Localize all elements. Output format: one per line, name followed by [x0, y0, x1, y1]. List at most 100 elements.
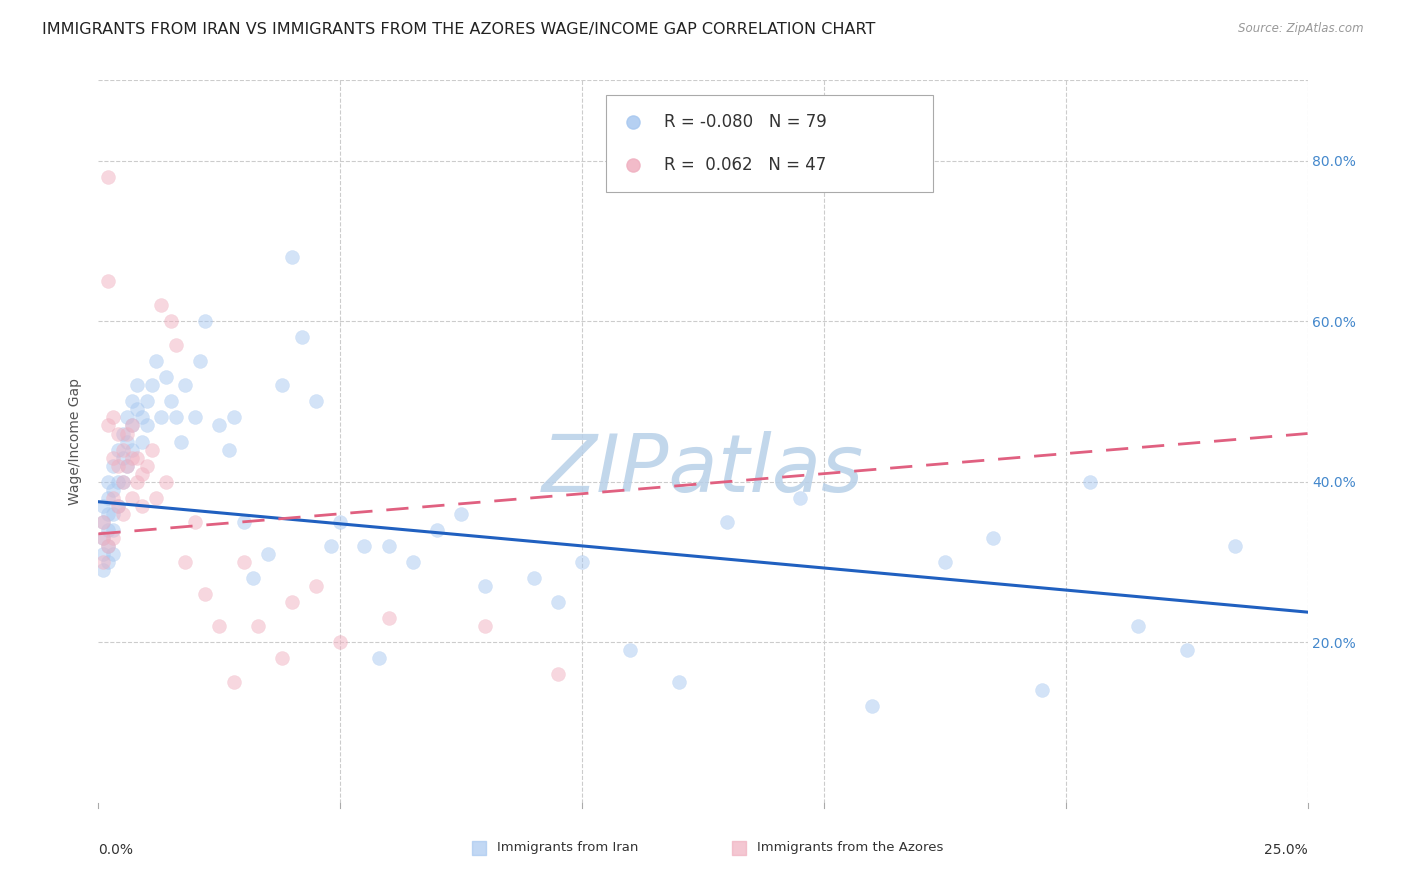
- Point: [111, 475, 134, 489]
- Text: IMMIGRANTS FROM IRAN VS IMMIGRANTS FROM THE AZORES WAGE/INCOME GAP CORRELATION C: IMMIGRANTS FROM IRAN VS IMMIGRANTS FROM …: [42, 22, 876, 37]
- Point: [135, 394, 157, 409]
- Point: [91, 555, 114, 569]
- Point: [107, 426, 129, 441]
- Point: [107, 499, 129, 513]
- Point: [107, 442, 129, 457]
- Point: [232, 555, 254, 569]
- Point: [97, 539, 120, 553]
- Point: [145, 354, 167, 368]
- Point: [111, 507, 134, 521]
- Point: [934, 555, 956, 569]
- Point: [127, 475, 149, 489]
- Point: [121, 450, 143, 465]
- Point: [305, 394, 328, 409]
- Point: [107, 458, 129, 473]
- Point: [91, 547, 114, 561]
- Point: [111, 475, 134, 489]
- Point: [165, 338, 187, 352]
- Point: [668, 675, 690, 690]
- Point: [121, 418, 143, 433]
- Point: [121, 394, 143, 409]
- Point: [101, 450, 124, 465]
- Point: [111, 450, 134, 465]
- Y-axis label: Wage/Income Gap: Wage/Income Gap: [69, 378, 83, 505]
- Point: [101, 458, 124, 473]
- Point: [97, 491, 120, 505]
- Point: [117, 426, 139, 441]
- Text: R = -0.080   N = 79: R = -0.080 N = 79: [664, 113, 827, 131]
- Point: [377, 611, 399, 625]
- Point: [127, 378, 149, 392]
- Point: [131, 410, 153, 425]
- Point: [377, 539, 399, 553]
- Point: [305, 579, 328, 593]
- Point: [131, 499, 153, 513]
- Point: [150, 410, 173, 425]
- Point: [117, 434, 139, 449]
- Point: [169, 434, 191, 449]
- Point: [91, 563, 114, 577]
- Point: [155, 370, 177, 384]
- Point: [160, 394, 183, 409]
- Point: [127, 450, 149, 465]
- Point: [1031, 683, 1053, 698]
- Point: [218, 442, 240, 457]
- Point: [97, 418, 120, 433]
- Point: [107, 499, 129, 513]
- Point: [127, 402, 149, 417]
- Point: [474, 619, 496, 633]
- Point: [135, 418, 157, 433]
- Point: [174, 378, 197, 392]
- Point: [1175, 643, 1198, 657]
- Point: [184, 515, 207, 529]
- Point: [271, 378, 294, 392]
- Point: [619, 643, 641, 657]
- Point: [368, 651, 391, 665]
- Point: [111, 442, 134, 457]
- Point: [141, 442, 163, 457]
- Point: [141, 378, 163, 392]
- Point: [101, 531, 124, 545]
- Point: [131, 434, 153, 449]
- Point: [155, 475, 177, 489]
- Point: [281, 250, 304, 264]
- Point: [101, 507, 124, 521]
- Point: [111, 426, 134, 441]
- Point: [97, 274, 120, 288]
- Point: [222, 410, 245, 425]
- Point: [135, 458, 157, 473]
- Point: [107, 475, 129, 489]
- Point: [319, 539, 342, 553]
- Point: [789, 491, 811, 505]
- Point: [256, 547, 278, 561]
- Point: [91, 531, 114, 545]
- Point: [1078, 475, 1101, 489]
- Point: [97, 507, 120, 521]
- Point: [426, 523, 449, 537]
- Point: [97, 555, 120, 569]
- Point: [860, 699, 883, 714]
- Text: Immigrants from Iran: Immigrants from Iran: [498, 841, 638, 855]
- Point: [121, 491, 143, 505]
- Point: [281, 595, 304, 609]
- Point: [402, 555, 425, 569]
- FancyBboxPatch shape: [606, 95, 932, 193]
- Text: ZIPatlas: ZIPatlas: [541, 432, 865, 509]
- Point: [97, 539, 120, 553]
- Point: [117, 410, 139, 425]
- Point: [329, 635, 352, 649]
- Point: [101, 410, 124, 425]
- Point: [222, 675, 245, 690]
- Point: [232, 515, 254, 529]
- Point: [117, 458, 139, 473]
- Point: [91, 499, 114, 513]
- Point: [547, 667, 569, 681]
- Point: [150, 298, 173, 312]
- Text: R =  0.062   N = 47: R = 0.062 N = 47: [664, 156, 827, 174]
- Point: [97, 475, 120, 489]
- Point: [97, 523, 120, 537]
- Text: Source: ZipAtlas.com: Source: ZipAtlas.com: [1239, 22, 1364, 36]
- Point: [188, 354, 211, 368]
- Point: [145, 491, 167, 505]
- Point: [271, 651, 294, 665]
